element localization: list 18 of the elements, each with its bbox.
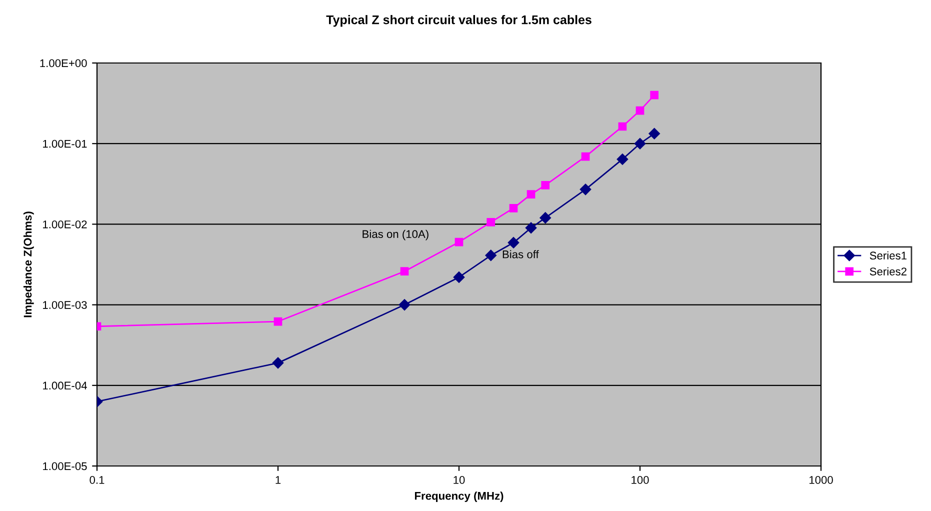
y-tick-label: 1.00E-02: [43, 220, 87, 228]
x-tick-label: 0.1: [90, 476, 104, 484]
legend-label: Series1: [870, 251, 906, 260]
x-tick-label: 100: [632, 476, 649, 484]
y-axis-title: Impedance Z(Ohms): [23, 212, 34, 318]
y-tick-label: 1.00E+00: [40, 59, 87, 68]
annotation: Bias on (10A): [362, 230, 428, 240]
y-tick-label: 1.00E-05: [43, 462, 87, 470]
legend-label: Series2: [870, 267, 906, 276]
x-tick-label: 1: [276, 476, 281, 484]
y-tick-label: 1.00E-01: [43, 140, 87, 148]
x-tick-label: 10: [454, 476, 465, 484]
y-tick-label: 1.00E-04: [43, 382, 87, 390]
y-tick-label: 1.00E-03: [43, 301, 87, 309]
x-axis-title: Frequency (MHz): [414, 492, 504, 502]
x-tick-label: 1000: [809, 476, 833, 484]
annotation: Bias off: [502, 250, 539, 258]
chart-title: Typical Z short circuit values for 1.5m cables: [326, 15, 592, 27]
